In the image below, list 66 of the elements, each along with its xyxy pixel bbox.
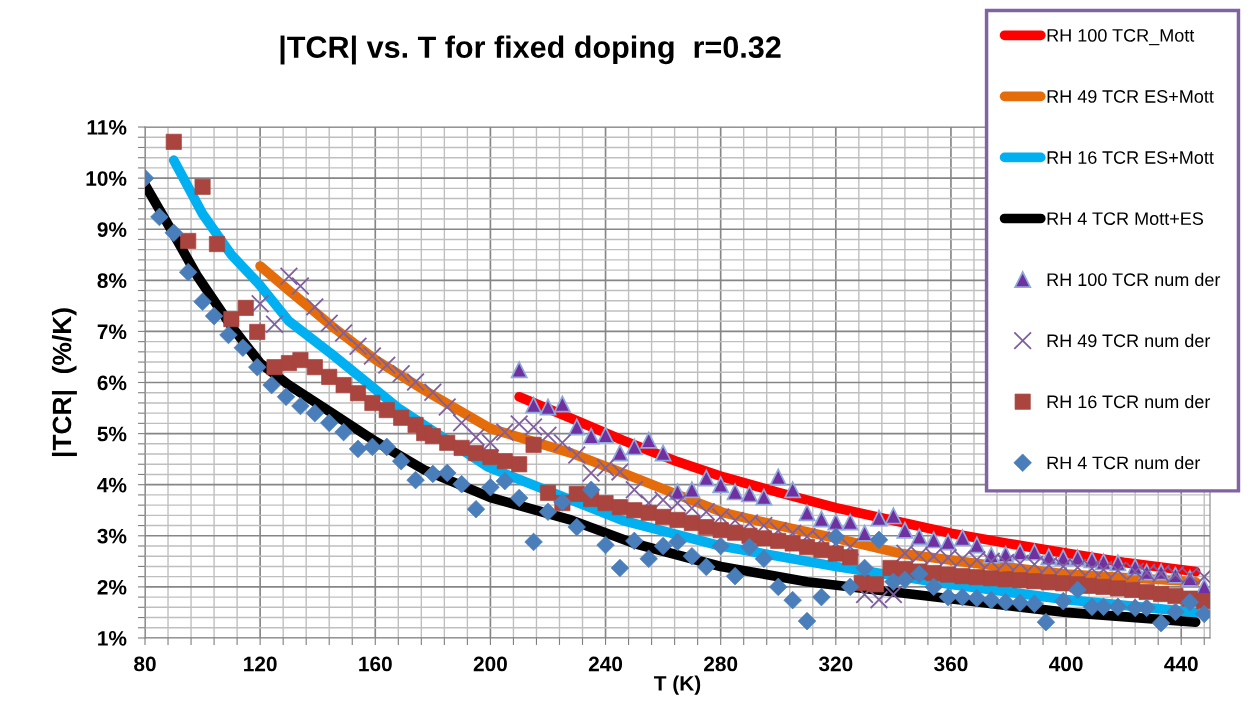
- x-tick-label: 80: [134, 656, 156, 672]
- y-tick-label: 4%: [97, 477, 127, 493]
- point: [740, 485, 758, 503]
- point: [827, 513, 845, 531]
- y-tick-label: 10%: [86, 171, 127, 186]
- point: [640, 431, 658, 449]
- point: [856, 524, 874, 542]
- point: [769, 468, 787, 486]
- point: [755, 488, 773, 506]
- point: [910, 528, 928, 546]
- point: [812, 510, 830, 528]
- x-tick-label: 440: [1164, 656, 1198, 672]
- point: [798, 504, 816, 522]
- point: [597, 426, 615, 444]
- point: [510, 361, 528, 379]
- point: [784, 481, 802, 499]
- point: [525, 396, 543, 414]
- legend-label: RH 4 TCR Mott+ES: [1047, 212, 1204, 225]
- legend-label: RH 49 TCR num der: [1047, 333, 1211, 348]
- chart-title: |TCR| vs. T for fixed doping r=0.32: [280, 35, 781, 65]
- y-tick-label: 1%: [98, 631, 127, 646]
- x-tick-label: 360: [934, 656, 968, 672]
- legend-label: RH 4 TCR num der: [1047, 456, 1201, 470]
- x-tick-label: 120: [244, 656, 277, 672]
- y-axis-title: |TCR| (%/K): [51, 308, 77, 457]
- point: [968, 536, 986, 554]
- x-tick-label: 160: [359, 656, 392, 672]
- y-tick-label: 2%: [97, 579, 127, 595]
- legend-label: RH 16 TCR ES+Mott: [1047, 151, 1214, 164]
- x-tick-label: 400: [1049, 656, 1083, 672]
- point: [925, 531, 943, 549]
- y-tick-label: 9%: [97, 222, 127, 237]
- legend-label: RH 100 TCR_Mott: [1047, 29, 1195, 46]
- x-tick-label: 200: [473, 656, 507, 672]
- point: [683, 481, 701, 499]
- point: [697, 469, 715, 487]
- point: [841, 513, 859, 531]
- y-tick-label: 7%: [97, 324, 127, 340]
- point: [896, 521, 914, 539]
- x-tick-label: 320: [818, 656, 853, 672]
- x-tick-label: 240: [588, 656, 623, 672]
- x-axis-title: T (K): [654, 675, 701, 695]
- point: [669, 483, 686, 501]
- x-tick-label: 280: [704, 656, 738, 672]
- y-tick-label: 8%: [97, 273, 127, 289]
- legend-label: RH 100 TCR num der: [1047, 272, 1221, 287]
- point: [553, 395, 571, 413]
- point: [939, 533, 957, 551]
- point: [712, 476, 730, 494]
- point: [625, 438, 643, 456]
- legend-label: RH 49 TCR ES+Mott: [1047, 90, 1214, 103]
- point: [611, 444, 629, 462]
- y-tick-label: 5%: [97, 426, 127, 442]
- point: [654, 444, 672, 462]
- point: [568, 418, 586, 436]
- point: [539, 398, 557, 416]
- y-tick-label: 11%: [87, 120, 127, 135]
- point: [1025, 543, 1043, 561]
- point: [726, 483, 744, 501]
- point: [953, 529, 971, 547]
- y-tick-label: 6%: [97, 375, 127, 391]
- y-tick-label: 3%: [97, 528, 127, 544]
- legend-label: RH 16 TCR num der: [1047, 394, 1211, 409]
- point: [870, 509, 888, 527]
- point: [884, 507, 902, 525]
- point: [582, 427, 600, 445]
